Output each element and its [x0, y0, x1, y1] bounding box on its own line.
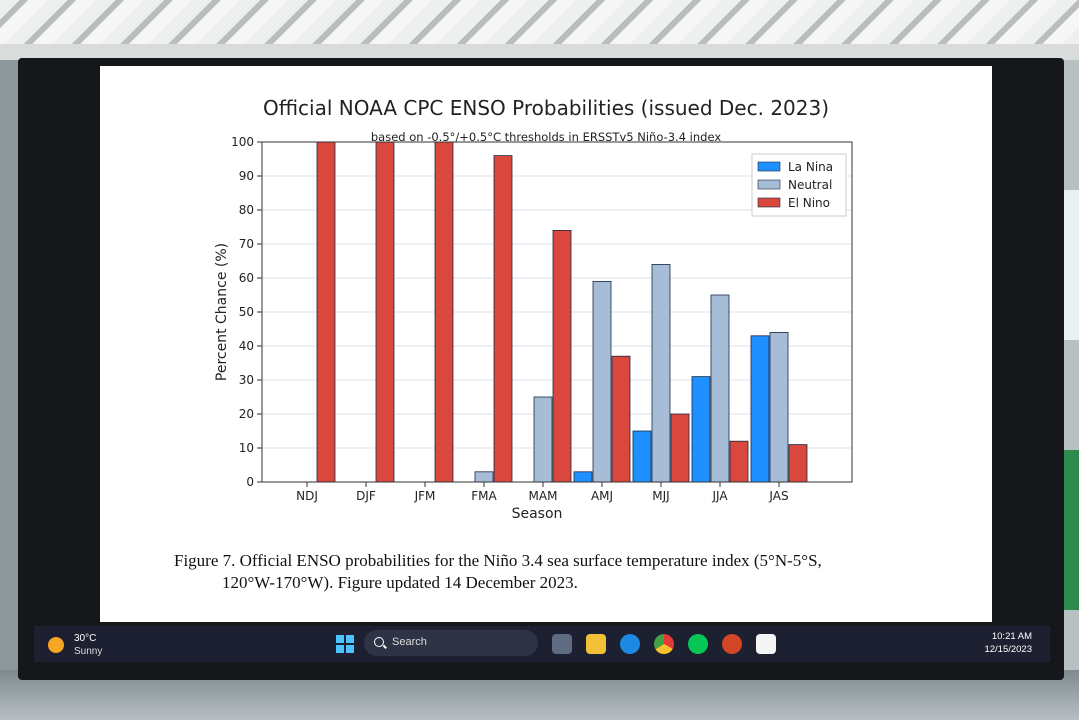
- bar-la-nina: [691, 376, 711, 483]
- x-tick-label: MJJ: [652, 489, 669, 503]
- sun-icon: [48, 637, 64, 653]
- bar-el-nino: [788, 444, 808, 483]
- bar-neutral: [592, 280, 612, 483]
- figure-caption: Figure 7. Official ENSO probabilities fo…: [174, 550, 954, 594]
- x-tick-label: JFM: [414, 489, 436, 503]
- x-tick-label: FMA: [471, 489, 497, 503]
- x-tick-label: MAM: [529, 489, 558, 503]
- legend-label-el-nino: El Nino: [788, 196, 830, 210]
- bar-la-nina: [750, 335, 770, 483]
- monitor: Official NOAA CPC ENSO Probabilities (is…: [18, 58, 1064, 680]
- bar-neutral: [474, 471, 494, 483]
- bar-neutral: [533, 396, 553, 483]
- line-icon[interactable]: [688, 634, 708, 654]
- acrobat-icon[interactable]: [756, 634, 776, 654]
- bar-la-nina: [573, 471, 593, 483]
- legend-label-la-nina: La Nina: [788, 160, 833, 174]
- clock[interactable]: 10:21 AM 12/15/2023: [984, 630, 1032, 656]
- file-explorer-icon[interactable]: [586, 634, 606, 654]
- caption-line-1: Figure 7. Official ENSO probabilities fo…: [174, 551, 822, 570]
- ceiling-frame: [0, 44, 1079, 60]
- caption-line-2: 120°W-170°W). Figure updated 14 December…: [222, 573, 578, 592]
- left-wall: [0, 60, 20, 670]
- x-axis-label: Season: [512, 506, 563, 522]
- bar-el-nino: [552, 229, 572, 483]
- enso-bar-chart: 0 10 20 30 40 50 60 70 80 90 100 NDJ DJF JFM FMA MAM AMJ…: [214, 135, 853, 522]
- edge-icon[interactable]: [620, 634, 640, 654]
- windows-start-icon[interactable]: [336, 635, 354, 653]
- bar-neutral: [710, 294, 730, 483]
- search-icon: [374, 637, 384, 647]
- bar-el-nino: [670, 413, 690, 483]
- clock-time: 10:21 AM: [991, 631, 1032, 642]
- x-tick-label: NDJ: [296, 489, 318, 503]
- y-tick-label: 10: [239, 441, 254, 455]
- powerpoint-icon[interactable]: [722, 634, 742, 654]
- y-tick-label: 20: [239, 407, 254, 421]
- y-tick-label: 70: [239, 237, 254, 251]
- chart-subtitle: based on -0.5°/+0.5°C thresholds in ERSS…: [370, 130, 722, 144]
- bar-el-nino: [493, 155, 513, 483]
- y-tick-label: 40: [239, 339, 254, 353]
- task-view-icon[interactable]: [552, 634, 572, 654]
- y-axis-label: Percent Chance (%): [214, 243, 230, 381]
- bar-el-nino: [434, 141, 454, 483]
- y-tick-label: 50: [239, 305, 254, 319]
- legend-swatch-neutral: [757, 179, 781, 190]
- x-tick-label: JAS: [768, 489, 788, 503]
- x-tick-label: DJF: [356, 489, 376, 503]
- bar-neutral: [769, 331, 789, 483]
- y-tick-label: 100: [231, 135, 254, 149]
- slide: Official NOAA CPC ENSO Probabilities (is…: [100, 66, 992, 622]
- y-tick-label: 80: [239, 203, 254, 217]
- y-tick-label: 60: [239, 271, 254, 285]
- weather-desc: Sunny: [74, 646, 103, 657]
- taskbar: 30°C Sunny Search 10:21 AM 12/15/2023: [34, 626, 1050, 662]
- chrome-icon[interactable]: [654, 634, 674, 654]
- search-box[interactable]: Search: [364, 630, 538, 656]
- y-tick-label: 30: [239, 373, 254, 387]
- bar-el-nino: [729, 440, 749, 483]
- weather-temp: 30°C: [74, 633, 97, 644]
- legend-swatch-la-nina: [757, 161, 781, 172]
- y-tick-label: 0: [246, 475, 254, 489]
- bar-neutral: [651, 263, 671, 483]
- bar-el-nino: [611, 355, 631, 483]
- bar-la-nina: [632, 430, 652, 483]
- plot-frame: [261, 141, 853, 483]
- search-label: Search: [392, 636, 427, 648]
- x-tick-label: AMJ: [591, 489, 613, 503]
- x-tick-label: JJA: [711, 489, 728, 503]
- legend-label-neutral: Neutral: [788, 178, 832, 192]
- chart-title: Official NOAA CPC ENSO Probabilities (is…: [262, 96, 830, 120]
- bar-el-nino: [316, 141, 336, 483]
- y-tick-label: 90: [239, 169, 254, 183]
- bar-el-nino: [375, 141, 395, 483]
- clock-date: 12/15/2023: [984, 644, 1032, 655]
- legend-swatch-el-nino: [757, 197, 781, 208]
